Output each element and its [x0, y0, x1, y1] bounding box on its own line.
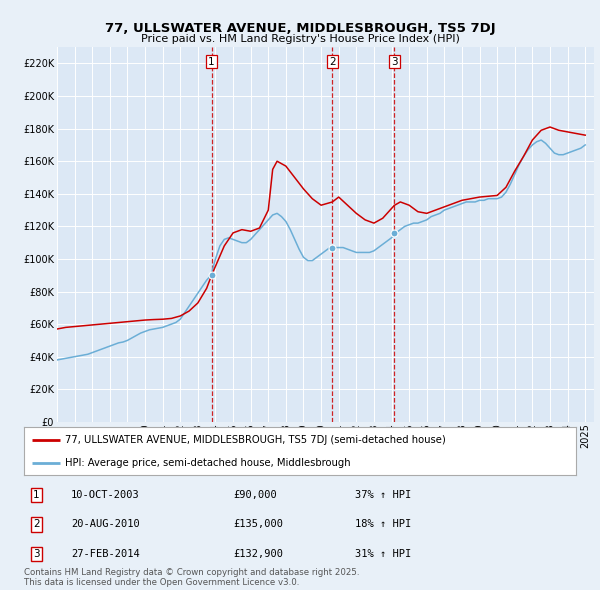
Text: 1: 1 [208, 57, 215, 67]
Text: 31% ↑ HPI: 31% ↑ HPI [355, 549, 412, 559]
Text: 10-OCT-2003: 10-OCT-2003 [71, 490, 140, 500]
Text: 2: 2 [329, 57, 335, 67]
Text: HPI: Average price, semi-detached house, Middlesbrough: HPI: Average price, semi-detached house,… [65, 458, 351, 468]
Text: 77, ULLSWATER AVENUE, MIDDLESBROUGH, TS5 7DJ: 77, ULLSWATER AVENUE, MIDDLESBROUGH, TS5… [104, 22, 496, 35]
Text: 77, ULLSWATER AVENUE, MIDDLESBROUGH, TS5 7DJ (semi-detached house): 77, ULLSWATER AVENUE, MIDDLESBROUGH, TS5… [65, 435, 446, 445]
Text: 37% ↑ HPI: 37% ↑ HPI [355, 490, 412, 500]
Text: 1: 1 [33, 490, 40, 500]
Text: Price paid vs. HM Land Registry's House Price Index (HPI): Price paid vs. HM Land Registry's House … [140, 34, 460, 44]
Text: £132,900: £132,900 [234, 549, 284, 559]
Text: 27-FEB-2014: 27-FEB-2014 [71, 549, 140, 559]
Text: 2: 2 [33, 519, 40, 529]
Text: £90,000: £90,000 [234, 490, 278, 500]
Text: 3: 3 [33, 549, 40, 559]
Text: £135,000: £135,000 [234, 519, 284, 529]
Text: 18% ↑ HPI: 18% ↑ HPI [355, 519, 412, 529]
Text: 3: 3 [391, 57, 398, 67]
Text: 20-AUG-2010: 20-AUG-2010 [71, 519, 140, 529]
Text: Contains HM Land Registry data © Crown copyright and database right 2025.
This d: Contains HM Land Registry data © Crown c… [24, 568, 359, 587]
